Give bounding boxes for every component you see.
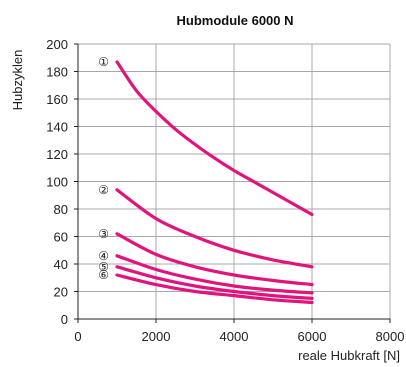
axes xyxy=(74,43,391,323)
x-axis-label: reale Hubkraft [N] xyxy=(298,348,400,363)
series-label-5: ⑤ xyxy=(98,260,109,274)
series-line-3 xyxy=(115,232,314,287)
series-curves xyxy=(115,60,314,305)
y-tick-label-60: 60 xyxy=(54,230,68,245)
x-tick-label-0: 0 xyxy=(74,329,81,344)
y-tick-label-20: 20 xyxy=(54,285,68,300)
y-tick-label-40: 40 xyxy=(54,257,68,272)
series-label-2: ② xyxy=(98,183,109,197)
series-line-1 xyxy=(115,60,314,217)
y-tick-label-80: 80 xyxy=(54,202,68,217)
chart-title: Hubmodule 6000 N xyxy=(176,13,293,28)
series-label-6: ⑥ xyxy=(98,268,109,282)
x-tick-label-8000: 8000 xyxy=(376,329,405,344)
y-tick-label-140: 140 xyxy=(46,120,68,135)
y-tick-label-120: 120 xyxy=(46,147,68,162)
x-tick-label-2000: 2000 xyxy=(142,329,171,344)
series-line-5 xyxy=(115,265,314,300)
series-line-6 xyxy=(115,273,314,305)
y-axis-label: Hubzyklen xyxy=(10,50,25,111)
series-labels: ① ② ③ ④⑤⑥ xyxy=(98,55,109,282)
y-tick-label-160: 160 xyxy=(46,92,68,107)
x-tick-label-6000: 6000 xyxy=(298,329,327,344)
x-tick-label-4000: 4000 xyxy=(220,329,249,344)
series-label-4: ④ xyxy=(98,249,109,263)
series-line-4 xyxy=(115,254,314,295)
series-line-2 xyxy=(115,188,314,269)
series-label-1: ① xyxy=(98,55,109,69)
y-tick-label-0: 0 xyxy=(61,312,68,327)
y-tick-label-200: 200 xyxy=(46,37,68,52)
series-label-3: ③ xyxy=(98,227,109,241)
y-tick-label-180: 180 xyxy=(46,65,68,80)
y-tick-label-100: 100 xyxy=(46,175,68,190)
